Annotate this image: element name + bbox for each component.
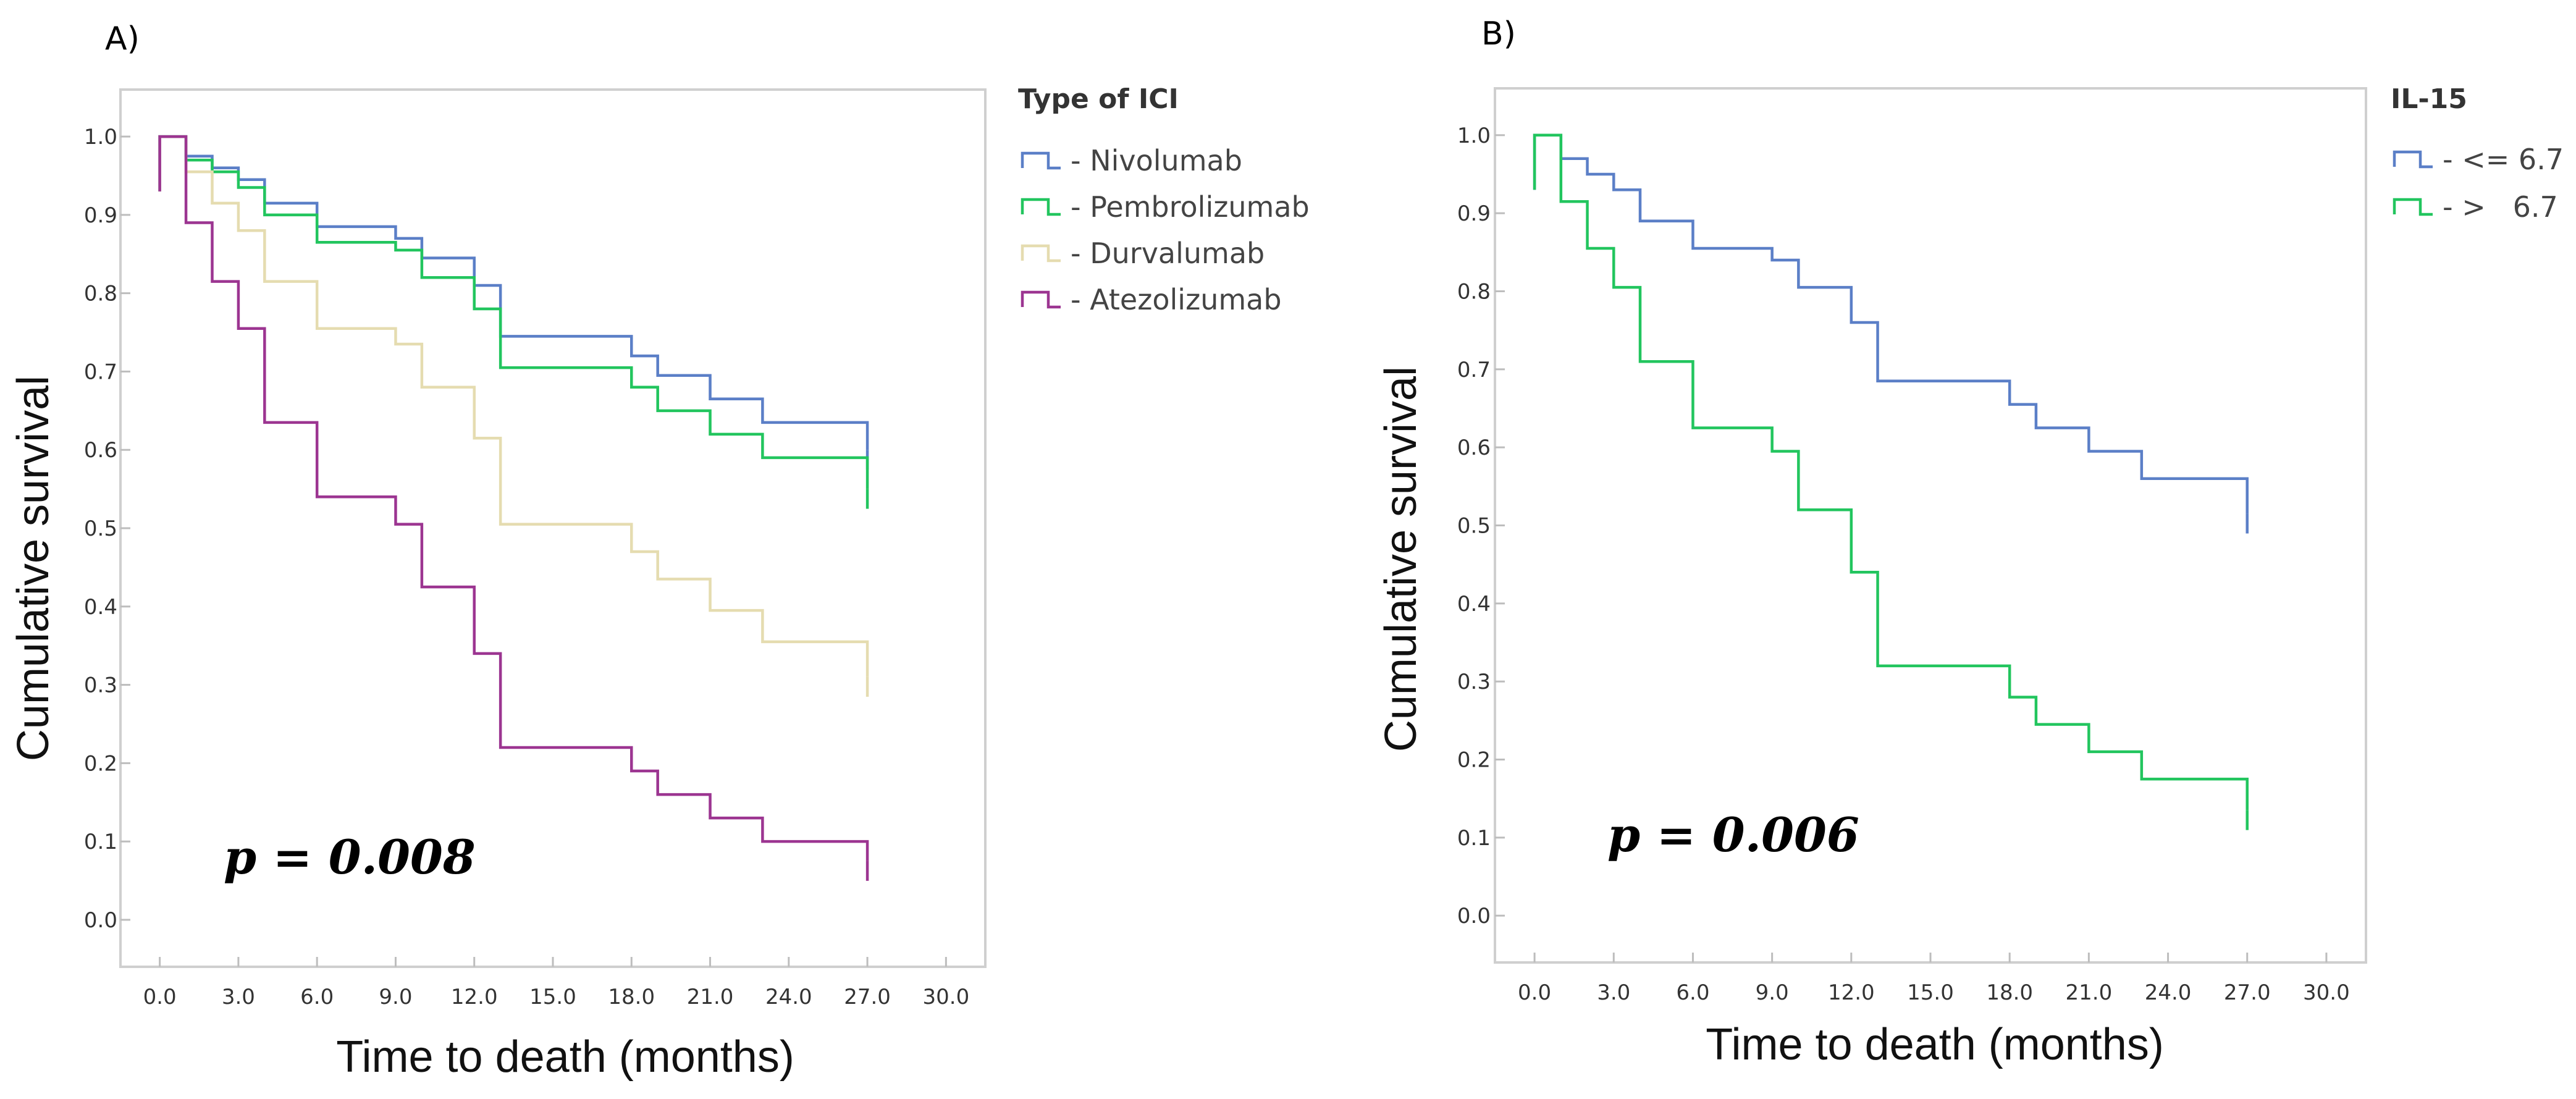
- panel-a-legend-item-atezolizumab: - Atezolizumab: [1021, 283, 1282, 316]
- panel-b-label: B): [1481, 15, 1516, 53]
- panel-b-curves: [1533, 133, 2249, 830]
- panel-a-x-tick-label: 9.0: [379, 985, 412, 1009]
- panel-b-legend-swatch: [2393, 198, 2433, 216]
- panel-b-y-tick-label: 0.8: [1457, 279, 1491, 304]
- panel-a-legend-item-nivolumab: - Nivolumab: [1021, 144, 1242, 177]
- panel-b-x-tick-label: 15.0: [1907, 980, 1954, 1005]
- panel-b-x-ticks: 0.0 3.0 6.0 9.0 12.0 15.0 18.0 21.0 24.0 27.0 30.0: [1518, 953, 2350, 1005]
- panel-b-y-tick-label: 0.5: [1457, 514, 1491, 539]
- panel-a-x-tick-label: 15.0: [529, 985, 576, 1009]
- panel-a-legend-label: - Pembrolizumab: [1071, 190, 1310, 224]
- panel-b-y-ticks: 0.0 0.1 0.2 0.3 0.4 0.5 0.6 0.7 0.8 0.9 1.0: [1457, 124, 1505, 928]
- panel-a-legend-swatch: [1021, 151, 1061, 170]
- panel-a-y-ticks: 0.0 0.1 0.2 0.3 0.4 0.5 0.6 0.7 0.8 0.9 1.0: [84, 125, 130, 933]
- panel-b-legend: IL-15 - <= 6.7 - > 6.7: [2391, 83, 2564, 224]
- panel-a-legend-item-pembrolizumab: - Pembrolizumab: [1021, 190, 1310, 224]
- panel-b-x-tick-label: 3.0: [1597, 980, 1630, 1005]
- panel-a-curve-pembrolizumab: [158, 135, 869, 489]
- panel-b: B) 0.0 0.1 0.2 0.3 0.4 0.5 0.6 0.7 0.8 0.9 1.0 0.0…: [1376, 15, 2564, 1069]
- panel-b-y-tick-label: 0.9: [1457, 201, 1491, 226]
- panel-a-legend-swatch: [1021, 244, 1061, 263]
- panel-b-curve-6-7: [1533, 133, 2249, 811]
- panel-a-legend-label: - Atezolizumab: [1071, 283, 1282, 316]
- panel-b-p-value: p = 0.006: [1607, 807, 1859, 862]
- panel-a-legend-swatch: [1021, 198, 1061, 216]
- panel-b-y-tick-label: 0.0: [1457, 904, 1491, 928]
- panel-b-y-tick-label: 0.7: [1457, 358, 1491, 382]
- panel-a-y-tick-label: 0.8: [84, 282, 117, 306]
- panel-b-x-tick-label: 12.0: [1828, 980, 1875, 1005]
- panel-b-y-tick-label: 0.3: [1457, 670, 1491, 694]
- panel-a-x-tick-label: 24.0: [765, 985, 812, 1009]
- panel-a-y-tick-label: 0.6: [84, 438, 117, 463]
- panel-a-x-axis-label: Time to death (months): [336, 1032, 794, 1082]
- panel-b-x-tick-label: 21.0: [2066, 980, 2113, 1005]
- panel-a: A) 0.0 0.1 0.2 0.3 0.4 0.5 0.6 0.7 0.8 0.9 1.0 0.0…: [9, 20, 1310, 1082]
- panel-a-x-tick-label: 12.0: [451, 985, 498, 1009]
- panel-a-x-tick-label: 21.0: [687, 985, 734, 1009]
- panel-a-x-tick-label: 27.0: [844, 985, 891, 1009]
- panel-a-y-tick-label: 0.7: [84, 360, 117, 384]
- panel-a-x-tick-label: 18.0: [608, 985, 655, 1009]
- panel-b-legend-swatch: [2393, 150, 2433, 169]
- panel-b-x-axis-label: Time to death (months): [1706, 1020, 2164, 1069]
- panel-b-y-tick-label: 0.1: [1457, 826, 1491, 851]
- panel-a-legend-label: - Durvalumab: [1071, 237, 1265, 270]
- panel-b-x-tick-label: 27.0: [2224, 980, 2271, 1005]
- panel-a-legend-item-durvalumab: - Durvalumab: [1021, 237, 1265, 270]
- panel-a-y-tick-label: 0.2: [84, 751, 117, 776]
- panel-a-x-tick-label: 3.0: [222, 985, 255, 1009]
- panel-a-p-value: p = 0.008: [224, 830, 476, 885]
- panel-a-y-tick-label: 0.9: [84, 203, 117, 228]
- panel-b-x-tick-label: 18.0: [1986, 980, 2033, 1005]
- panel-b-y-tick-label: 0.4: [1457, 592, 1491, 617]
- panel-a-y-tick-label: 1.0: [84, 125, 117, 149]
- panel-a-curve-durvalumab: [158, 135, 869, 677]
- panel-a-label: A): [105, 20, 140, 57]
- panel-a-y-axis-label: Cumulative survival: [9, 376, 58, 761]
- panel-a-y-tick-label: 0.3: [84, 673, 117, 698]
- panel-b-x-tick-label: 30.0: [2303, 980, 2350, 1005]
- panel-a-y-tick-label: 0.5: [84, 516, 117, 541]
- panel-b-legend-item-6-7: - > 6.7: [2393, 190, 2558, 224]
- panel-b-curve-6-7: [1533, 133, 2249, 514]
- panel-b-legend-item-6-7: - <= 6.7: [2393, 143, 2564, 176]
- panel-b-y-tick-label: 0.2: [1457, 748, 1491, 773]
- panel-b-y-tick-label: 0.6: [1457, 436, 1491, 460]
- panel-a-curve-atezolizumab: [158, 135, 869, 861]
- panel-a-legend: Type of ICI - Nivolumab - Pembrolizumab - …: [1018, 83, 1310, 316]
- panel-a-x-tick-label: 6.0: [300, 985, 334, 1009]
- panel-b-x-tick-label: 0.0: [1518, 980, 1551, 1005]
- panel-b-x-tick-label: 24.0: [2145, 980, 2192, 1005]
- panel-b-y-tick-label: 1.0: [1457, 124, 1491, 148]
- panel-b-legend-label: - <= 6.7: [2443, 143, 2564, 176]
- panel-b-legend-label: - > 6.7: [2443, 190, 2558, 224]
- panel-a-x-ticks: 0.0 3.0 6.0 9.0 12.0 15.0 18.0 21.0 24.0 27.0 30.0: [143, 957, 970, 1009]
- panel-a-x-tick-label: 0.0: [143, 985, 177, 1009]
- panel-b-x-tick-label: 9.0: [1756, 980, 1789, 1005]
- panel-a-y-tick-label: 0.1: [84, 830, 117, 854]
- panel-b-x-tick-label: 6.0: [1676, 980, 1709, 1005]
- panel-a-y-tick-label: 0.0: [84, 908, 117, 933]
- panel-a-y-tick-label: 0.4: [84, 595, 117, 620]
- panel-b-y-axis-label: Cumulative survival: [1376, 366, 1426, 752]
- panel-a-legend-title: Type of ICI: [1018, 83, 1179, 115]
- panel-a-curves: [158, 135, 869, 881]
- panel-a-legend-swatch: [1021, 290, 1061, 309]
- panel-a-legend-label: - Nivolumab: [1071, 144, 1242, 177]
- panel-b-legend-title: IL-15: [2391, 83, 2467, 115]
- panel-a-x-tick-label: 30.0: [923, 985, 970, 1009]
